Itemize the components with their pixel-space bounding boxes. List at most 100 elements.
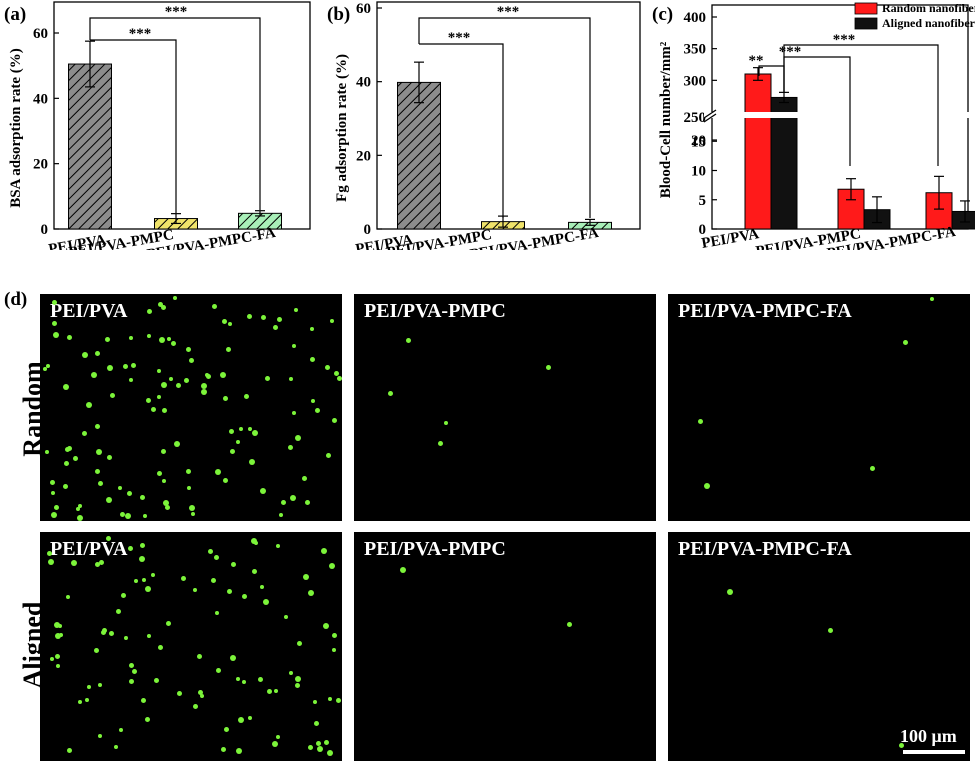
cell-dot xyxy=(279,513,284,518)
cell-dot xyxy=(201,389,208,396)
cell-dot xyxy=(264,376,270,382)
cell-dot xyxy=(316,746,323,753)
cell-dot xyxy=(337,376,342,382)
cell-dot xyxy=(248,427,253,432)
cell-dot xyxy=(903,340,908,345)
cell-dot xyxy=(50,480,56,486)
cell-dot xyxy=(292,343,297,348)
cell-dot xyxy=(127,491,133,497)
cell-dot xyxy=(181,575,186,581)
cell-dot xyxy=(46,363,51,368)
ylabel-a: BSA adsorption rate (%) xyxy=(8,48,24,208)
cell-dot xyxy=(331,633,337,639)
cell-dot xyxy=(125,513,132,519)
significance-label: *** xyxy=(779,44,802,60)
cell-dot xyxy=(311,399,316,404)
cell-dot xyxy=(215,668,221,674)
y-tick-label: 10 xyxy=(691,164,706,180)
cell-dot xyxy=(71,560,78,567)
cell-dot xyxy=(95,469,101,475)
cell-dot xyxy=(77,515,84,521)
cell-dot xyxy=(106,497,113,504)
cell-dot xyxy=(236,676,241,681)
cell-dot xyxy=(142,578,147,583)
cell-dot xyxy=(289,377,294,382)
cell-dot xyxy=(288,445,294,451)
cell-dot xyxy=(272,324,278,330)
panel-label-c: (c) xyxy=(652,4,673,25)
cell-dot xyxy=(258,676,264,682)
cell-dot xyxy=(296,640,302,646)
cell-dot xyxy=(98,683,103,688)
cell-dot xyxy=(276,317,282,323)
y-tick-label: 20 xyxy=(33,157,48,173)
cell-dot xyxy=(84,697,89,702)
cell-dot xyxy=(274,688,279,693)
cell-dot xyxy=(291,411,296,416)
cell-dot xyxy=(67,334,73,340)
ylabel-b: Fg adsorption rate (%) xyxy=(334,54,350,202)
micrograph-title: PEI/PVA xyxy=(50,538,128,560)
cell-dot xyxy=(293,308,298,313)
cell-dot xyxy=(444,421,448,425)
cell-dot xyxy=(727,589,733,595)
cell-dot xyxy=(105,535,111,541)
cell-dot xyxy=(309,357,315,363)
significance-label: *** xyxy=(833,32,856,48)
cell-dot xyxy=(95,350,101,356)
cell-dot xyxy=(870,466,875,471)
cell-dot xyxy=(328,697,333,702)
cell-dot xyxy=(328,563,335,570)
cell-dot xyxy=(230,448,236,454)
cell-dot xyxy=(406,338,411,343)
y-tick-label: 0 xyxy=(41,222,49,238)
cell-dot xyxy=(186,346,192,352)
cell-dot xyxy=(166,337,171,342)
cell-dot xyxy=(698,419,703,424)
y-tick-label: 250 xyxy=(684,110,707,126)
cell-dot xyxy=(162,478,167,483)
cell-dot xyxy=(131,362,137,368)
micrograph-random-pei-pva-pmpc-fa: PEI/PVA-PMPC-FA xyxy=(668,294,970,521)
cell-dot xyxy=(157,301,163,307)
cell-dot xyxy=(51,511,58,518)
cell-dot xyxy=(66,445,72,451)
cell-dot xyxy=(261,315,267,321)
micrograph-aligned-pei-pva-pmpc-fa: PEI/PVA-PMPC-FA 100 μm xyxy=(668,532,970,761)
cell-dot xyxy=(139,542,145,548)
significance-bracket xyxy=(783,44,939,166)
significance-bracket xyxy=(90,39,177,213)
cell-dot xyxy=(132,669,138,674)
cell-dot xyxy=(301,475,307,481)
micrograph-title: PEI/PVA-PMPC xyxy=(364,300,506,322)
cell-dot xyxy=(52,331,59,338)
cell-dot xyxy=(259,584,264,589)
cell-dot xyxy=(124,636,129,641)
cell-dot xyxy=(310,326,315,331)
cell-dot xyxy=(899,743,904,748)
cell-dot xyxy=(241,679,246,684)
y-tick-label: 60 xyxy=(33,26,48,42)
cell-dot xyxy=(162,407,168,413)
cell-dot xyxy=(305,500,311,506)
cell-dot xyxy=(140,494,146,500)
cell-dot xyxy=(249,458,256,465)
cell-dot xyxy=(199,694,204,699)
cell-dot xyxy=(54,622,61,629)
cell-dot xyxy=(156,394,161,399)
cell-dot xyxy=(97,481,103,487)
cell-dot xyxy=(295,682,301,688)
significance-bracket xyxy=(89,17,261,210)
y-tick-label: 20 xyxy=(356,148,371,164)
cell-dot xyxy=(176,691,182,697)
cell-dot xyxy=(283,614,288,619)
cell-dot xyxy=(226,588,232,594)
x-category-label: PEI/PVA xyxy=(700,226,760,250)
micrograph-title: PEI/PVA-PMPC-FA xyxy=(678,538,852,560)
cell-dot xyxy=(320,548,327,555)
cell-dot xyxy=(81,430,87,436)
cell-dot xyxy=(122,364,128,370)
cell-dot xyxy=(86,684,91,689)
